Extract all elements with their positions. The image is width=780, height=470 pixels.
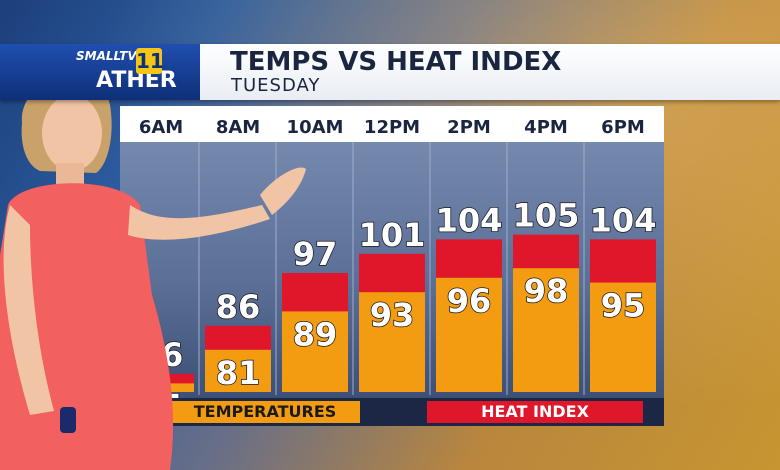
temperature-value-label: 81 [216,354,261,392]
heat-index-value-label: 104 [590,201,657,239]
temperature-value-label: 95 [601,287,646,325]
temperature-value-label: 96 [447,282,492,320]
temperature-value-label: 98 [524,272,569,310]
legend-temperatures: TEMPERATURES [170,401,360,423]
temperature-bar [282,311,348,392]
temperature-bar [359,292,425,392]
heat-index-value-label: 86 [216,288,261,326]
heat-index-value-label: 104 [436,201,503,239]
chart-title: TEMPS VS HEAT INDEX [230,47,562,77]
heat-index-value-label: 101 [359,216,426,254]
category-label: 6PM [601,117,645,138]
category-label: 8AM [216,117,260,138]
temperature-bar [205,349,271,392]
legend-heat-index: HEAT INDEX [427,401,643,423]
logo-badge: 11 [136,48,164,74]
chart-subtitle: TUESDAY [231,75,321,96]
temperature-value-label: 93 [370,296,415,334]
heat-index-value-label: 105 [513,197,580,235]
presenter-figure [0,75,306,470]
category-label: 12PM [364,117,420,138]
logo-top-text: SMALLTV [76,49,137,63]
category-label: 2PM [447,117,491,138]
temperature-value-label: 89 [293,315,338,353]
temperature-bar [513,268,579,392]
category-header-strip [120,106,664,142]
temperature-bar [436,277,502,392]
category-label: 4PM [524,117,568,138]
heat-index-value-label: 97 [293,235,338,273]
category-label: 10AM [287,117,344,138]
station-logo [0,44,200,100]
category-label: 6AM [139,117,183,138]
temperature-bar [590,282,656,392]
